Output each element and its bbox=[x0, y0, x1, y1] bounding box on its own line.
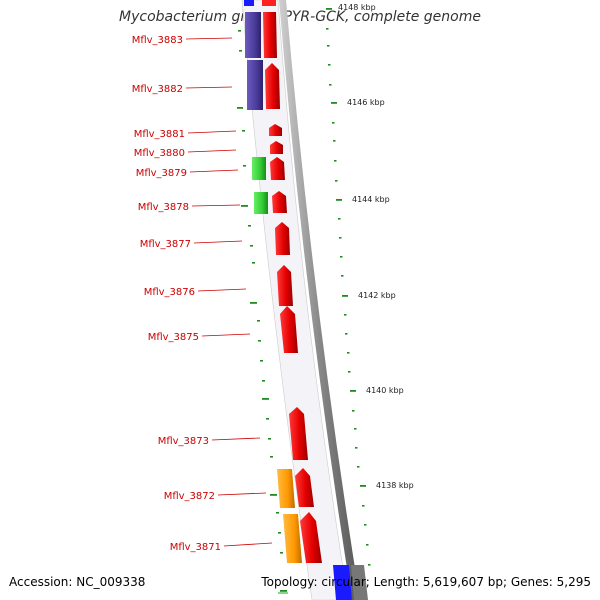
gene-arrow-mflv-3872[interactable] bbox=[295, 468, 314, 507]
kbp-label-4144: 4144 kbp bbox=[352, 195, 390, 204]
gene-arrow-mflv-3879[interactable] bbox=[270, 157, 285, 180]
footer-tick-mark bbox=[278, 592, 288, 594]
gene-block-mflv-3882-rev[interactable] bbox=[247, 60, 263, 110]
gene-label-mflv-3876[interactable]: Mflv_3876 bbox=[144, 287, 195, 298]
gene-block-bottom-blue[interactable] bbox=[333, 565, 352, 600]
inner-tick-marks bbox=[237, 30, 287, 592]
gene-label-mflv-3871[interactable]: Mflv_3871 bbox=[170, 542, 221, 553]
topology-text: Topology: circular; Length: 5,619,607 bp… bbox=[261, 575, 591, 589]
gene-label-mflv-3879[interactable]: Mflv_3879 bbox=[136, 168, 187, 179]
gene-label-mflv-3882[interactable]: Mflv_3882 bbox=[132, 84, 183, 95]
gene-label-mflv-3880[interactable]: Mflv_3880 bbox=[134, 148, 185, 159]
gene-block-partial-blue[interactable] bbox=[244, 0, 254, 6]
gene-label-mflv-3873[interactable]: Mflv_3873 bbox=[158, 436, 209, 447]
gene-block-mflv-3879-green[interactable] bbox=[252, 157, 266, 180]
gene-block-mflv-3878-green[interactable] bbox=[254, 192, 268, 214]
gene-arrow-mflv-3877[interactable] bbox=[275, 222, 290, 255]
gene-arrow-mflv-3880[interactable] bbox=[270, 141, 283, 154]
gene-block-mflv-3871-orange[interactable] bbox=[283, 514, 302, 563]
outer-tick-marks bbox=[326, 8, 371, 566]
gene-block-bottom-grey[interactable] bbox=[351, 565, 368, 600]
gene-label-mflv-3881[interactable]: Mflv_3881 bbox=[134, 129, 185, 140]
gene-block-partial-red[interactable] bbox=[262, 0, 276, 6]
gene-arrow-mflv-3876[interactable] bbox=[277, 265, 293, 306]
gene-block-mflv-3872-orange[interactable] bbox=[277, 469, 295, 508]
genome-backbone bbox=[279, 0, 360, 600]
kbp-label-4146: 4146 kbp bbox=[347, 98, 385, 107]
gene-arrow-mflv-3878[interactable] bbox=[272, 191, 287, 213]
gene-arrow-mflv-3882[interactable] bbox=[265, 63, 280, 109]
gene-label-mflv-3878[interactable]: Mflv_3878 bbox=[138, 202, 189, 213]
kbp-label-4138: 4138 kbp bbox=[376, 481, 414, 490]
gene-arrow-mflv-3873[interactable] bbox=[289, 407, 308, 460]
gene-label-mflv-3872[interactable]: Mflv_3872 bbox=[164, 491, 215, 502]
kbp-label-4148: 4148 kbp bbox=[338, 3, 376, 12]
accession-text: Accession: NC_009338 bbox=[9, 575, 146, 589]
gene-arrow-mflv-3875[interactable] bbox=[280, 306, 298, 353]
gene-block-mflv-3883-rev[interactable] bbox=[245, 12, 261, 58]
gene-label-mflv-3877[interactable]: Mflv_3877 bbox=[140, 239, 191, 250]
gene-label-mflv-3883[interactable]: Mflv_3883 bbox=[132, 35, 183, 46]
kbp-label-4140: 4140 kbp bbox=[366, 386, 404, 395]
gene-arrow-mflv-3871[interactable] bbox=[300, 512, 322, 563]
gene-arrow-mflv-3881[interactable] bbox=[269, 124, 282, 136]
label-leader-lines bbox=[185, 37, 273, 547]
kbp-label-4142: 4142 kbp bbox=[358, 291, 396, 300]
map-title: Mycobacterium gilvum PYR-GCK, complete g… bbox=[119, 9, 481, 25]
gene-label-mflv-3875[interactable]: Mflv_3875 bbox=[148, 332, 199, 343]
gene-arrow-mflv-3883[interactable] bbox=[263, 12, 277, 58]
